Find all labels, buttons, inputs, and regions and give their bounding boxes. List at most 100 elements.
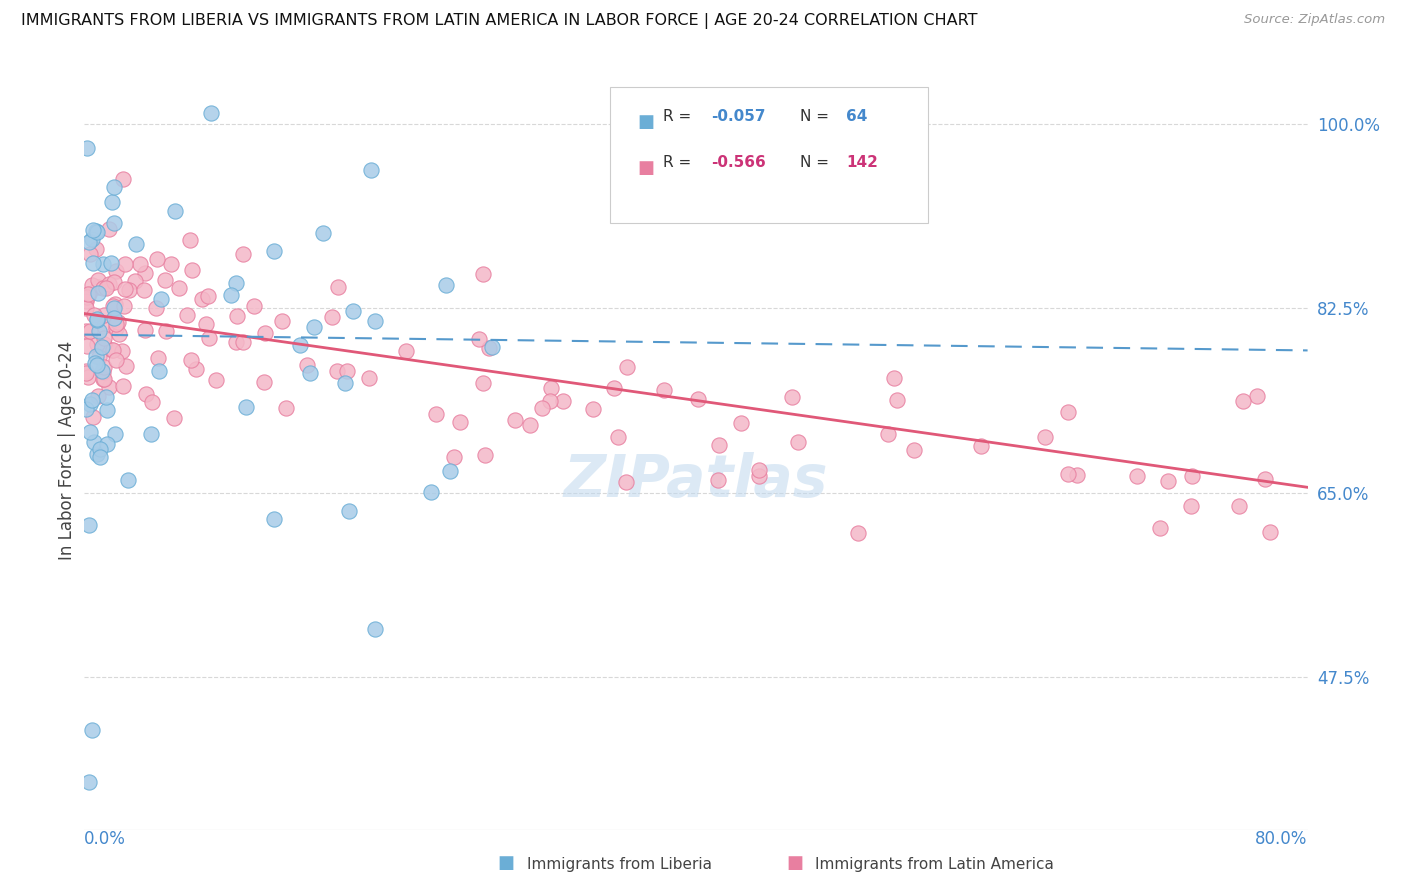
Text: -0.566: -0.566 [710,155,765,169]
Point [91,365,114,379]
Point [89,450,111,465]
Point [288,338,311,352]
Point [86,286,108,301]
Point [82,277,104,292]
Point [1157,474,1180,488]
Point [79,397,101,411]
Point [125,237,148,252]
Point [145,301,167,315]
Point [337,504,360,518]
Point [748,468,770,483]
Point [191,292,214,306]
Text: ■: ■ [498,855,515,872]
Point [1066,467,1088,482]
Point [108,326,131,341]
Point [79,425,101,439]
Point [184,362,207,376]
Point [155,325,177,339]
Text: 142: 142 [846,155,879,169]
Point [153,273,176,287]
Text: N =: N = [800,110,834,124]
Point [100,343,122,357]
Point [449,415,471,429]
Point [76,339,98,353]
Point [439,464,461,478]
Point [425,407,447,421]
Point [77,517,100,532]
Point [1254,472,1277,486]
Point [395,343,418,358]
Point [443,450,465,465]
Point [93,372,115,386]
Point [200,106,222,120]
Point [1033,429,1056,443]
Point [325,363,347,377]
Point [730,416,752,430]
Point [748,463,770,477]
Point [135,387,157,401]
FancyBboxPatch shape [610,87,928,223]
Point [75,364,97,378]
Point [1149,521,1171,535]
Point [93,308,115,322]
Point [101,299,124,313]
Point [111,343,134,358]
Point [96,281,118,295]
Point [364,314,387,328]
Point [103,275,125,289]
Point [197,289,219,303]
Text: ZIPatlas: ZIPatlas [564,452,828,509]
Point [359,371,381,385]
Point [336,364,359,378]
Point [89,324,111,338]
Point [360,163,382,178]
Point [163,410,186,425]
Point [84,224,107,238]
Text: 0.0%: 0.0% [84,830,127,847]
Point [134,323,156,337]
Point [83,356,105,370]
Text: R =: R = [664,110,696,124]
Point [94,390,117,404]
Point [179,233,201,247]
Point [176,309,198,323]
Point [98,379,121,393]
Point [82,222,104,236]
Point [86,273,108,287]
Point [503,413,526,427]
Point [86,337,108,351]
Point [76,287,98,301]
Point [321,310,343,325]
Point [75,366,97,380]
Point [103,343,125,358]
Point [1126,468,1149,483]
Point [114,257,136,271]
Point [103,301,125,315]
Point [194,317,217,331]
Point [848,526,870,541]
Point [335,376,357,390]
Point [235,400,257,414]
Point [134,267,156,281]
Point [481,340,503,354]
Point [706,473,728,487]
Point [77,286,100,301]
Point [364,623,387,637]
Point [472,267,495,281]
Point [75,324,97,338]
Point [582,401,605,416]
Text: IMMIGRANTS FROM LIBERIA VS IMMIGRANTS FROM LATIN AMERICA IN LABOR FORCE | AGE 20: IMMIGRANTS FROM LIBERIA VS IMMIGRANTS FR… [21,13,977,29]
Point [263,512,285,526]
Point [1232,393,1254,408]
Point [531,401,554,416]
Point [276,401,298,416]
Point [299,366,322,380]
Point [86,447,108,461]
Point [112,172,135,186]
Point [180,353,202,368]
Point [86,312,108,326]
Point [302,320,325,334]
Point [75,301,97,316]
Point [297,358,319,372]
Point [243,299,266,313]
